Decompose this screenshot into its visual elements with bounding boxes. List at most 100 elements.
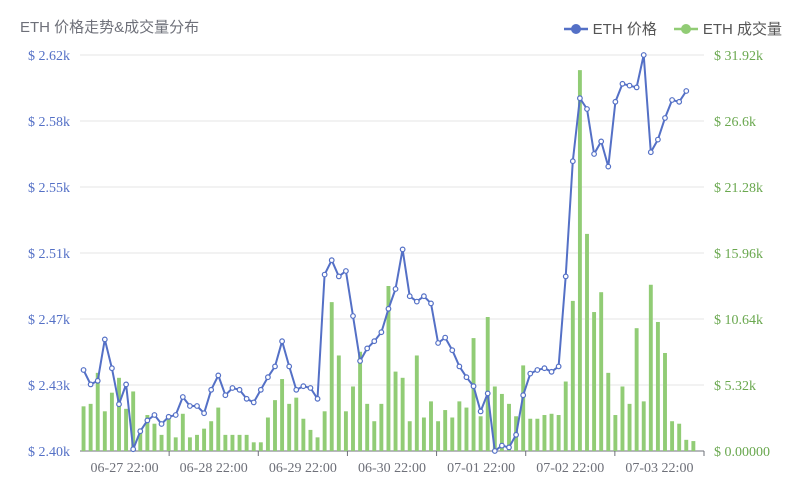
volume-bar — [273, 400, 277, 451]
volume-bar — [400, 377, 405, 451]
price-point — [548, 368, 555, 375]
volume-bar — [393, 371, 398, 451]
volume-bar — [641, 401, 646, 451]
price-point — [307, 385, 314, 391]
volume-bar — [81, 406, 86, 451]
price-point — [470, 383, 477, 390]
volume-bar — [124, 408, 129, 451]
volume-bar — [436, 421, 441, 451]
volume-bar — [117, 377, 121, 451]
price-point — [527, 370, 534, 377]
price-point — [279, 338, 285, 345]
price-point — [591, 151, 597, 157]
price-point — [215, 372, 222, 379]
volume-bar — [521, 365, 526, 451]
volume-bar — [351, 386, 355, 451]
x-tick-label: 07-03 22:00 — [625, 461, 693, 476]
price-point — [343, 268, 349, 274]
volume-bar — [152, 423, 157, 451]
x-tick-label: 06-29 22:00 — [269, 461, 337, 476]
price-point — [222, 392, 229, 399]
legend-label-price: ETH 价格 — [592, 21, 657, 38]
price-point — [421, 293, 427, 300]
volume-bar — [507, 403, 511, 451]
price-point — [520, 392, 527, 399]
volume-bar — [499, 393, 504, 451]
legend: ETH 价格 ETH 成交量 — [563, 18, 782, 39]
volume-bar — [308, 429, 313, 451]
price-point — [335, 273, 342, 280]
volume-bar — [457, 401, 462, 451]
volume-bar — [343, 411, 348, 451]
price-point — [286, 363, 293, 370]
price-point — [350, 313, 356, 319]
volume-bar — [159, 434, 164, 451]
volume-bar — [648, 284, 653, 451]
x-tick-label: 06-28 22:00 — [180, 461, 248, 476]
price-point — [272, 363, 278, 370]
price-point — [449, 347, 456, 354]
price-point — [399, 246, 406, 253]
price-point — [428, 300, 434, 307]
volume-bar — [577, 70, 582, 451]
volume-bar — [216, 407, 221, 451]
price-point — [371, 338, 378, 345]
volume-bar — [563, 381, 568, 451]
price-point — [243, 395, 250, 402]
x-tick-label: 07-01 22:00 — [447, 461, 515, 476]
volume-bar — [195, 434, 199, 451]
price-point — [477, 408, 484, 415]
price-point — [442, 334, 449, 341]
volume-bar — [372, 421, 377, 451]
volume-bar — [223, 434, 228, 451]
price-point — [300, 383, 307, 390]
x-tick-label: 06-30 22:00 — [358, 461, 426, 476]
volume-bar — [421, 417, 426, 451]
y-right-tick-label: $ 5.32k — [714, 379, 756, 394]
volume-bar — [322, 411, 327, 451]
y-left-tick-label: $ 2.62k — [28, 49, 70, 64]
price-point — [314, 395, 321, 402]
volume-bar — [209, 421, 214, 451]
price-point — [257, 386, 264, 393]
volume-bar — [102, 411, 107, 451]
price-point — [201, 410, 207, 417]
volume-bar — [670, 421, 675, 451]
volume-bar — [294, 397, 299, 451]
y-right-tick-label: $ 26.6k — [714, 115, 756, 130]
price-point — [158, 421, 165, 427]
legend-item-volume[interactable]: ETH 成交量 — [673, 18, 782, 39]
price-point — [165, 413, 172, 420]
volume-bar — [677, 423, 682, 451]
price-point — [683, 88, 690, 94]
y-left-tick-label: $ 2.47k — [28, 313, 70, 328]
volume-bar — [620, 386, 625, 451]
volume-bar — [414, 355, 419, 451]
price-point — [413, 298, 420, 305]
volume-bar — [95, 372, 100, 451]
x-tick-label: 07-02 22:00 — [536, 461, 604, 476]
volume-bar — [230, 434, 235, 451]
price-point — [94, 377, 101, 384]
volume-bar — [585, 233, 589, 451]
volume-bar — [606, 372, 611, 451]
volume-bar — [358, 351, 363, 451]
price-point — [584, 106, 590, 112]
volume-bar — [109, 392, 114, 451]
price-point — [236, 386, 243, 393]
volume-bar — [173, 437, 178, 451]
price-point — [293, 386, 300, 393]
volume-legend-swatch — [673, 23, 698, 34]
price-point — [647, 149, 654, 156]
price-point — [676, 98, 683, 105]
price-point — [172, 412, 179, 418]
legend-item-price[interactable]: ETH 价格 — [563, 18, 657, 39]
volume-bar — [528, 418, 533, 451]
y-right-tick-label: $ 21.28k — [714, 181, 763, 196]
price-point — [541, 365, 548, 372]
price-point — [499, 442, 505, 449]
price-point — [506, 444, 512, 451]
price-point — [406, 293, 413, 300]
x-tick-label: 06-27 22:00 — [91, 461, 159, 476]
price-point — [179, 394, 186, 400]
